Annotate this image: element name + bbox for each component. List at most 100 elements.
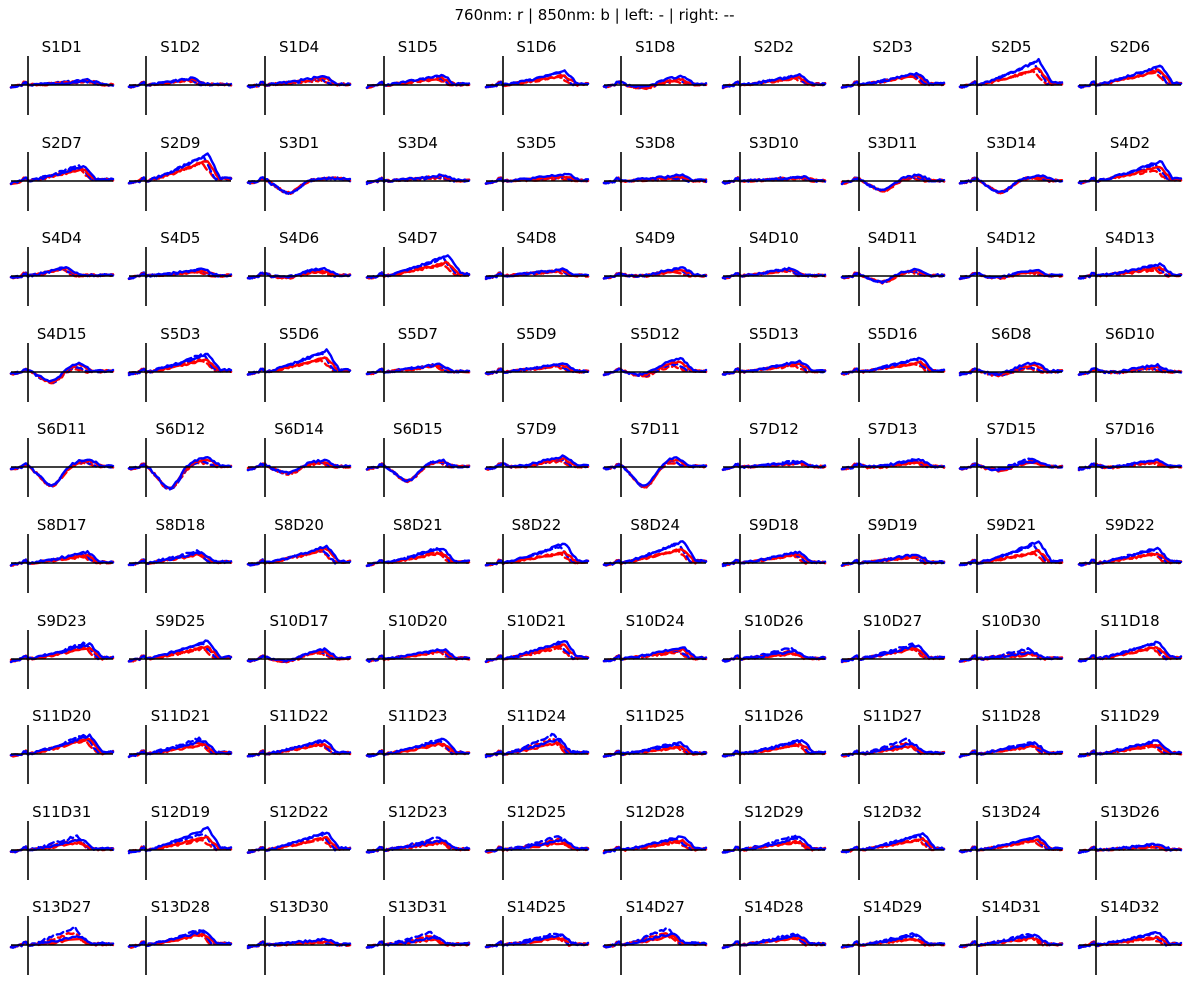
subplot-title: S13D31 [388, 898, 448, 917]
subplot-title: S10D17 [269, 611, 329, 630]
subplot-s6d8: S6D8 [959, 322, 1078, 417]
subplot-s13d30: S13D30 [246, 895, 366, 990]
line-850nm-right [721, 834, 827, 854]
subplot-title: S6D10 [1105, 324, 1155, 343]
subplot-s7d16: S7D16 [1077, 417, 1189, 512]
subplot-title: S3D14 [986, 133, 1037, 152]
subplot-s4d9: S4D9 [602, 226, 722, 321]
line-850nm-right [721, 645, 827, 663]
subplot-s3d4: S3D4 [365, 131, 485, 226]
subplot-title: S11D22 [269, 707, 329, 726]
subplot-s11d20: S11D20 [9, 704, 129, 799]
subplot-axes [246, 56, 352, 115]
subplot-title: S11D21 [150, 707, 211, 726]
subplot-title: S10D30 [981, 611, 1041, 630]
subplot-title: S4D9 [635, 229, 676, 248]
subplot-axes [721, 342, 827, 402]
subplot-title: S4D11 [867, 229, 918, 248]
subplot-title: S4D2 [1109, 133, 1151, 152]
subplot-s12d19: S12D19 [128, 800, 247, 895]
subplot-s2d2: S2D2 [721, 35, 841, 130]
subplot-title: S7D13 [867, 420, 918, 439]
subplot-s2d9: S2D9 [128, 131, 247, 226]
subplot-s13d31: S13D31 [365, 895, 485, 990]
line-850nm-left [959, 173, 1064, 193]
line-850nm-left [9, 458, 114, 488]
subplot-title: S2D3 [872, 38, 913, 56]
subplot-axes [128, 820, 233, 880]
subplot-axes [721, 820, 827, 880]
subplot-s4d13: S4D13 [1077, 226, 1189, 321]
subplot-s10d20: S10D20 [365, 609, 485, 704]
subplot-title: S12D23 [388, 802, 448, 821]
subplot-s14d31: S14D31 [959, 895, 1078, 990]
subplot-title: S11D27 [862, 707, 923, 726]
subplot-axes [1077, 56, 1183, 115]
subplot-axes [721, 916, 827, 976]
subplot-s14d29: S14D29 [840, 895, 960, 990]
subplot-axes [128, 725, 233, 785]
subplot-title: S4D4 [41, 229, 82, 248]
subplot-s5d9: S5D9 [484, 322, 604, 417]
subplot-s4d7: S4D7 [365, 226, 485, 321]
subplot-s1d6: S1D6 [484, 35, 604, 130]
subplot-s12d22: S12D22 [246, 800, 366, 895]
subplot-axes [1077, 725, 1183, 785]
subplot-axes [602, 534, 708, 593]
subplot-title: S14D32 [1100, 898, 1160, 917]
subplot-s1d4: S1D4 [246, 35, 366, 130]
subplot-title: S11D31 [32, 802, 92, 821]
subplot-axes [484, 56, 589, 115]
subplot-axes [246, 725, 352, 785]
subplot-axes [1077, 629, 1183, 689]
subplot-title: S14D31 [981, 898, 1041, 917]
subplot-title: S2D2 [753, 38, 794, 56]
subplot-axes [484, 438, 589, 498]
subplot-title: S3D4 [397, 133, 438, 152]
subplot-title: S9D18 [749, 516, 799, 534]
subplot-s13d27: S13D27 [9, 895, 129, 990]
subplot-axes [246, 916, 352, 976]
subplot-axes [959, 534, 1064, 593]
subplot-axes [9, 820, 114, 880]
subplot-s12d25: S12D25 [484, 800, 604, 895]
subplot-axes [128, 916, 233, 976]
subplot-axes [246, 534, 352, 593]
subplot-axes [365, 56, 470, 115]
subplot-title: S10D20 [388, 611, 448, 630]
subplot-s7d12: S7D12 [721, 417, 841, 512]
subplot-s13d26: S13D26 [1077, 800, 1189, 895]
subplot-title: S8D17 [36, 516, 87, 534]
line-850nm-left [1077, 458, 1183, 472]
subplot-axes [484, 820, 589, 880]
subplot-axes [246, 342, 352, 402]
subplot-title: S1D4 [279, 38, 320, 56]
subplot-axes [840, 534, 945, 593]
subplot-title: S1D2 [160, 38, 201, 56]
subplot-axes [9, 534, 114, 593]
subplot-s14d25: S14D25 [484, 895, 604, 990]
subplot-title: S9D25 [155, 611, 206, 630]
subplot-title: S4D10 [749, 229, 799, 248]
subplot-title: S4D6 [279, 229, 320, 248]
subplot-s7d15: S7D15 [959, 417, 1078, 512]
subplot-s8d17: S8D17 [9, 513, 129, 608]
subplot-title: S2D7 [41, 133, 82, 152]
subplot-title: S11D25 [625, 707, 685, 726]
subplot-title: S10D21 [506, 611, 567, 630]
line-850nm-left [721, 933, 827, 950]
subplot-s6d15: S6D15 [365, 417, 485, 512]
subplot-s3d1: S3D1 [246, 131, 366, 226]
subplot-axes [959, 438, 1064, 498]
subplot-s2d3: S2D3 [840, 35, 960, 130]
subplot-s6d12: S6D12 [128, 417, 247, 512]
subplot-s3d5: S3D5 [484, 131, 604, 226]
subplot-s11d23: S11D23 [365, 704, 485, 799]
subplot-axes [9, 151, 114, 211]
subplot-s8d21: S8D21 [365, 513, 485, 608]
subplot-axes [484, 342, 589, 402]
subplot-axes [484, 247, 589, 307]
subplot-axes [602, 56, 708, 115]
subplot-axes [365, 820, 470, 880]
subplot-axes [959, 342, 1064, 402]
